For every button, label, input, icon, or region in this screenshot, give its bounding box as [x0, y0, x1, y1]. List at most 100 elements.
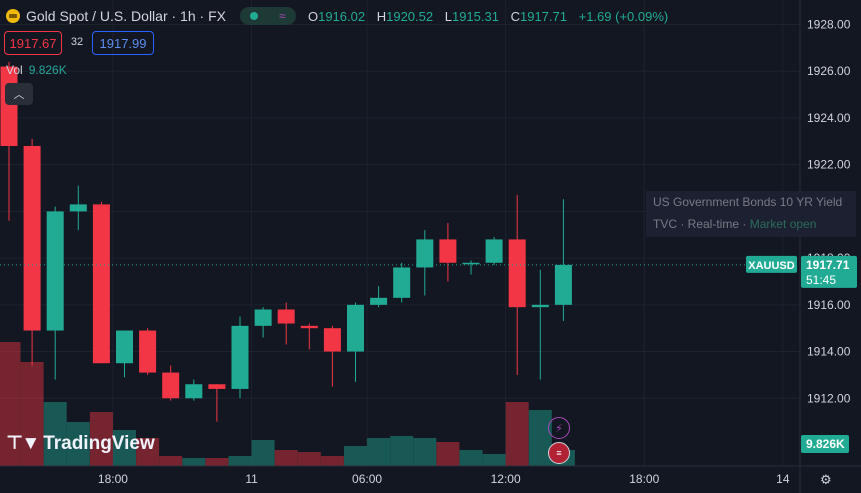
- tradingview-mark-icon: ⊤▼: [6, 433, 40, 454]
- volume-legend: Vol 9.826K: [6, 63, 67, 77]
- candle-body: [370, 297, 388, 305]
- chevron-up-icon: ︿: [13, 89, 25, 101]
- volume-bar: [436, 442, 460, 466]
- volume-bar: [297, 452, 321, 466]
- volume-value: 9.826K: [28, 63, 67, 77]
- candle-body: [231, 325, 249, 389]
- volume-bar: [228, 456, 252, 466]
- candle-body: [462, 262, 480, 265]
- bond-title: US Government Bonds 10 YR Yield: [653, 195, 843, 209]
- bond-meta: TVC · Real-time · Market open: [653, 217, 817, 231]
- symbol-tag: [746, 255, 797, 273]
- y-tick-label: 1926.00: [807, 64, 851, 78]
- sell-quote-button[interactable]: 1917.67: [4, 31, 62, 55]
- candle-body: [139, 330, 157, 373]
- wave-icon: ≈: [279, 9, 286, 23]
- candle-body: [508, 239, 526, 308]
- gold-symbol-icon: [6, 9, 20, 23]
- volume-bar: [390, 436, 414, 466]
- volume-bar: [367, 438, 391, 466]
- y-tick-label: 1912.00: [807, 391, 851, 405]
- volume-bar: [459, 450, 483, 466]
- volume-bar: [0, 342, 21, 466]
- ohlc-open-key: O: [307, 8, 319, 24]
- candle-body: [254, 309, 272, 326]
- x-tick-label: 18:00: [629, 472, 659, 486]
- ohlc-low-value: 1915.31: [451, 8, 499, 24]
- ohlc-readout: O1916.02 H1920.52 L1915.31 C1917.71 +1.6…: [308, 9, 676, 24]
- volume-bar: [528, 410, 552, 466]
- us-flag-event-icon[interactable]: ≡: [548, 442, 570, 464]
- volume-bar: [43, 402, 67, 466]
- volume-bar: [159, 456, 183, 466]
- candle-body: [69, 204, 87, 212]
- volume-bar: [274, 450, 298, 466]
- countdown-label: 51:45: [806, 273, 836, 287]
- volume-tag-label: 9.826K: [806, 437, 845, 451]
- candle-body: [554, 264, 572, 305]
- candle-body: [162, 372, 180, 399]
- candle-body: [323, 328, 341, 352]
- candle-body: [485, 239, 503, 263]
- candle-body: [277, 309, 295, 324]
- candle-body: [531, 304, 549, 308]
- bond-mode: Real-time: [687, 217, 740, 231]
- ohlc-low-key: L: [444, 8, 452, 24]
- ohlc-open-value: 1916.02: [318, 8, 366, 24]
- candle-body: [185, 384, 203, 399]
- volume-bar: [113, 430, 136, 466]
- candle-body: [300, 325, 318, 329]
- lightning-event-icon[interactable]: ⚡: [548, 417, 570, 439]
- candle-body: [347, 304, 364, 352]
- volume-bar: [89, 412, 113, 466]
- bond-status: Market open: [749, 217, 817, 231]
- symbol-tag-label: XAUUSD: [748, 260, 795, 272]
- collapse-legend-button[interactable]: ︿: [5, 83, 33, 105]
- ohlc-high-key: H: [376, 8, 387, 24]
- volume-bar: [205, 458, 229, 466]
- y-tick-label: 1924.00: [807, 111, 851, 125]
- ohlc-close-value: 1917.71: [519, 8, 567, 24]
- y-tick-label: 1922.00: [807, 158, 851, 172]
- candle-body: [416, 239, 434, 268]
- market-open-dot-icon: [250, 12, 259, 20]
- x-tick-label: 11: [245, 472, 258, 486]
- bond-source: TVC: [653, 217, 677, 231]
- candle-body: [46, 211, 64, 331]
- volume-bar: [20, 362, 44, 466]
- candle-body: [92, 204, 110, 364]
- volume-bar: [182, 458, 206, 466]
- last-price-label: 1917.71: [806, 258, 850, 272]
- buy-quote-button[interactable]: 1917.99: [92, 31, 154, 55]
- volume-bar: [344, 446, 367, 466]
- volume-bar: [66, 422, 90, 466]
- candle-body: [0, 66, 18, 146]
- candle-body: [116, 330, 133, 364]
- last-price-tag: [801, 255, 857, 288]
- volume-bar: [251, 440, 275, 466]
- symbol-title[interactable]: Gold Spot / U.S. Dollar · 1h · FX: [26, 8, 226, 24]
- candle-body: [23, 145, 41, 331]
- settings-gear-icon[interactable]: ⚙: [820, 472, 832, 487]
- volume-bar: [505, 402, 529, 466]
- brand-name: TradingView: [43, 432, 155, 454]
- volume-bar: [320, 456, 344, 466]
- y-tick-label: 1916.00: [807, 298, 851, 312]
- change-value: +1.69 (+0.09%): [578, 8, 669, 24]
- ohlc-close-key: C: [510, 8, 520, 24]
- bond-info-card: US Government Bonds 10 YR Yield TVC · Re…: [646, 191, 856, 237]
- candle-body: [439, 239, 457, 263]
- x-tick-label: 06:00: [352, 472, 382, 486]
- volume-label: Vol: [6, 63, 23, 77]
- y-tick-label: 1928.00: [807, 18, 851, 32]
- chart-header: Gold Spot / U.S. Dollar · 1h · FX ≈ O191…: [0, 0, 676, 32]
- volume-bar: [482, 454, 506, 466]
- candle-body: [393, 267, 411, 298]
- tradingview-logo[interactable]: ⊤▼ TradingView: [6, 432, 155, 455]
- spread-value: 32: [70, 36, 84, 48]
- ohlc-high-value: 1920.52: [386, 8, 434, 24]
- volume-bar: [136, 438, 160, 466]
- market-status-pill[interactable]: ≈: [239, 7, 296, 25]
- x-tick-label: 14: [776, 472, 790, 486]
